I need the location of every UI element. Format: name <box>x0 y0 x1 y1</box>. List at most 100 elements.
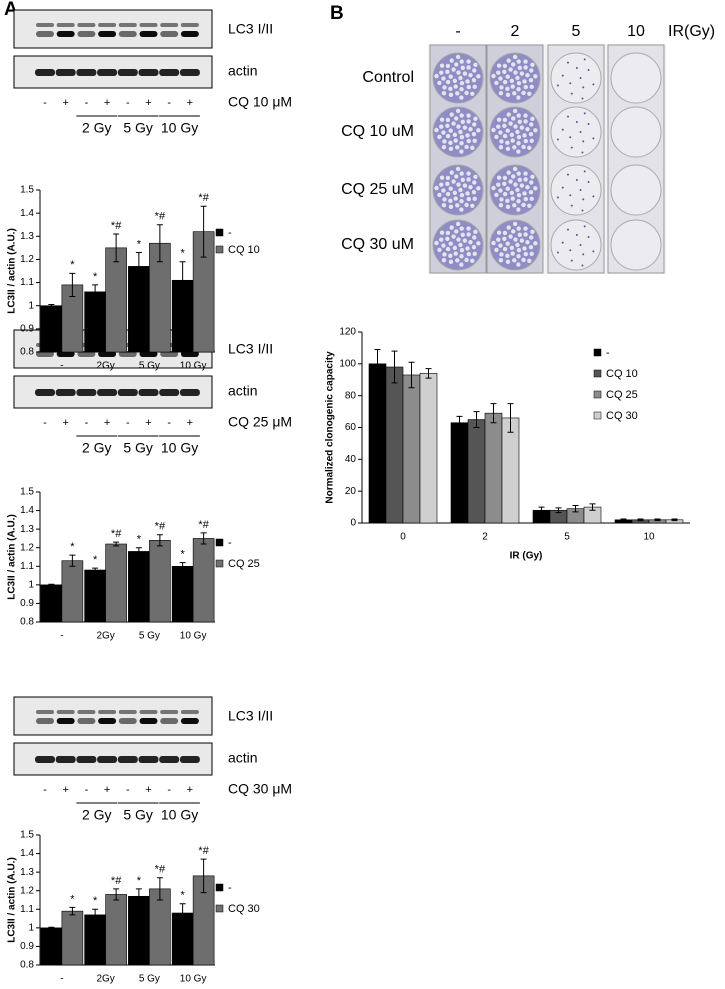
colony-bg <box>455 54 461 60</box>
lane-label: + <box>62 97 68 109</box>
colony-bg <box>471 77 477 83</box>
y-tick-label: 1.5 <box>20 487 34 498</box>
bar <box>385 366 404 524</box>
colony-bg <box>529 68 534 73</box>
column-label: 5 <box>572 23 581 40</box>
error-bar <box>113 888 120 901</box>
error-bar <box>473 411 480 428</box>
band <box>97 756 118 763</box>
colony-bg <box>506 225 511 230</box>
colony-bg <box>521 90 526 96</box>
colony-bg <box>529 122 534 127</box>
x-tick-label: 5 Gy <box>139 631 160 642</box>
colony-bg <box>498 145 504 150</box>
bar <box>128 551 150 623</box>
colony-bg <box>496 70 501 75</box>
colony <box>556 138 559 141</box>
error-bar <box>48 583 55 586</box>
blot-lc3 <box>13 9 213 49</box>
plate <box>610 52 662 104</box>
band <box>179 756 200 763</box>
lane-label: + <box>187 97 193 109</box>
colony <box>582 253 585 256</box>
colony-bg <box>434 127 439 133</box>
band <box>56 23 75 27</box>
colony <box>561 128 564 131</box>
colony-bg <box>442 85 447 90</box>
bar <box>61 910 84 966</box>
colony-bg <box>505 186 510 191</box>
legend-swatch <box>215 559 224 568</box>
error-bar <box>620 518 627 522</box>
band <box>77 718 96 724</box>
colony-bg <box>459 199 464 204</box>
legend-swatch <box>215 904 224 913</box>
colony-bg <box>516 171 521 176</box>
band <box>77 710 96 714</box>
colony-bg <box>455 203 460 208</box>
y-tick-label: 1.5 <box>20 185 34 196</box>
bar <box>501 417 520 524</box>
colony-bg <box>517 65 522 70</box>
colony-bg <box>454 62 459 67</box>
colony <box>592 250 595 253</box>
plate <box>550 106 602 158</box>
colony-bg <box>439 237 444 242</box>
group-label: 2 Gy <box>82 440 112 456</box>
error-bar <box>113 233 120 263</box>
error-bar <box>92 567 99 573</box>
colony-bg <box>519 125 525 130</box>
lane-label: + <box>187 784 193 796</box>
colony-bg <box>508 234 513 239</box>
colony-bg <box>459 87 464 92</box>
colony-bg <box>466 171 471 176</box>
colony-bg <box>496 117 502 122</box>
colony-bg <box>517 119 522 124</box>
significance: * <box>180 248 185 260</box>
colony-bg <box>528 189 534 195</box>
colony-bg <box>509 190 515 196</box>
colony <box>570 146 573 149</box>
bar <box>171 565 194 623</box>
colony-bg <box>494 247 499 253</box>
legend-label: CQ 30 <box>228 903 260 915</box>
colony-bg <box>527 258 532 263</box>
error-bar <box>391 350 398 384</box>
legend-label: - <box>606 347 610 359</box>
colony-bg <box>445 230 451 236</box>
colony-bg <box>437 134 442 140</box>
colony-bg <box>530 116 535 121</box>
row-label: CQ 25 uM <box>341 181 414 198</box>
bar <box>40 584 63 623</box>
significance: * <box>93 271 98 283</box>
lane-label: - <box>126 417 130 429</box>
colony-bg <box>517 177 522 182</box>
error-bar <box>490 403 497 424</box>
colony <box>569 249 572 252</box>
y-axis-title: Normalized clonogenic capacity <box>325 351 336 504</box>
colony-bg <box>454 174 459 179</box>
error-bar <box>92 284 99 300</box>
colony-bg <box>523 113 528 118</box>
colony-bg <box>494 192 499 198</box>
colony <box>583 58 586 61</box>
colony-bg <box>468 127 473 132</box>
y-tick-label: 1 <box>28 300 34 311</box>
colony-bg <box>460 65 465 70</box>
significance: *# <box>111 875 122 887</box>
colony <box>561 186 564 189</box>
legend-label: CQ 30 <box>606 410 638 422</box>
colony <box>575 120 578 123</box>
colony <box>587 181 590 184</box>
colony-bg <box>448 128 453 133</box>
colony-bg <box>528 77 534 83</box>
colony-bg <box>452 78 458 84</box>
y-tick-label: 20 <box>345 486 357 497</box>
y-tick-label: 80 <box>345 390 357 401</box>
colony-bg <box>471 244 477 250</box>
colony-bg <box>459 171 464 176</box>
colony-bg <box>511 229 516 234</box>
band-label: LC3 I/II <box>228 21 273 37</box>
x-tick-label: 10 Gy <box>180 974 207 985</box>
legend-label: - <box>228 882 232 894</box>
